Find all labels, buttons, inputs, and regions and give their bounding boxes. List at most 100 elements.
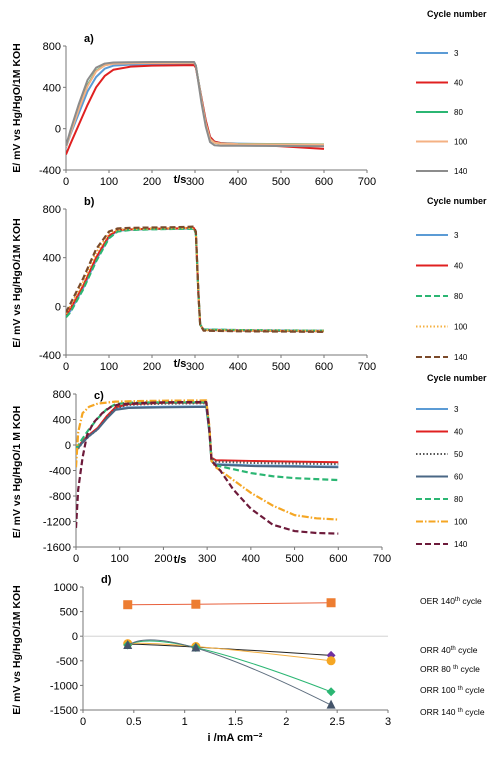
y-tick-label: 800 [53, 389, 71, 401]
legend-label: ORR 140 th cycle [420, 707, 485, 717]
x-tick-label: 300 [186, 176, 204, 188]
legend-title: Cycle number [427, 196, 487, 206]
series-140 [66, 61, 325, 148]
series-line [66, 227, 325, 332]
x-tick-label: 500 [272, 176, 290, 188]
legend-title: Cycle number [427, 9, 487, 19]
series-line [76, 400, 339, 535]
x-tick-label: 300 [198, 553, 216, 565]
y-tick-label: -800 [49, 491, 71, 503]
data-point [326, 699, 336, 709]
legend-label: 80 [454, 495, 463, 504]
y-tick-label: 500 [60, 607, 78, 619]
series-line [76, 405, 339, 469]
legend-label: 3 [454, 49, 459, 58]
x-axis-label: t/s [174, 554, 187, 566]
legend-label: 140 [454, 167, 468, 176]
legend-label: 40 [454, 428, 463, 437]
x-tick-label: 500 [272, 361, 290, 373]
y-tick-label: -1000 [50, 680, 78, 692]
y-axis-label: E/ mV vs Hg/HgO/1M KOH [11, 43, 23, 173]
series-40 [66, 226, 325, 333]
y-tick-label: -1600 [43, 542, 71, 554]
series-140 [66, 225, 325, 333]
data-point [326, 687, 336, 697]
y-tick-label: -1500 [50, 705, 78, 717]
legend-label: 40 [454, 79, 463, 88]
y-tick-label: -400 [39, 165, 61, 177]
x-tick-label: 200 [154, 553, 172, 565]
legend-label: 100 [454, 323, 468, 332]
y-tick-label: -400 [39, 350, 61, 362]
series-line [127, 602, 332, 606]
x-tick-label: 0 [73, 553, 79, 565]
legend-label: ORR 100 th cycle [420, 685, 485, 695]
x-tick-label: 600 [315, 361, 333, 373]
x-tick-label: 600 [329, 553, 347, 565]
x-axis-label: i /mA cm⁻² [208, 732, 263, 744]
y-tick-label: -500 [56, 656, 78, 668]
legend-label: 100 [454, 138, 468, 147]
legend-label: 3 [454, 231, 459, 240]
data-point [191, 599, 201, 609]
panel-label: d) [101, 574, 112, 586]
x-tick-label: 200 [143, 176, 161, 188]
legend-label: 140 [454, 540, 468, 549]
data-point [123, 640, 133, 650]
x-tick-label: 600 [315, 176, 333, 188]
panel-label: b) [84, 196, 95, 208]
x-tick-label: 700 [358, 176, 376, 188]
legend-label: ORR 40th cycle [420, 645, 478, 655]
series-40 [66, 64, 325, 155]
data-point [191, 642, 201, 652]
y-tick-label: 400 [53, 415, 71, 427]
data-point [123, 600, 133, 610]
x-tick-label: 2 [283, 716, 289, 728]
data-point [326, 598, 336, 608]
y-tick-label: 400 [43, 82, 61, 94]
x-tick-label: 2.5 [330, 716, 345, 728]
y-tick-label: 0 [55, 301, 61, 313]
series-80 [66, 227, 325, 332]
x-axis-label: t/s [174, 174, 187, 186]
x-tick-label: 100 [111, 553, 129, 565]
x-tick-label: 400 [229, 361, 247, 373]
x-tick-label: 0 [63, 361, 69, 373]
legend-label: 140 [454, 353, 468, 362]
y-tick-label: -400 [49, 466, 71, 478]
y-tick-label: 1000 [54, 582, 78, 594]
x-tick-label: 1 [182, 716, 188, 728]
legend-title: Cycle number [427, 373, 487, 383]
series-orr-80-th-cycle [127, 642, 332, 662]
x-tick-label: 700 [373, 553, 391, 565]
series-line [66, 64, 325, 155]
series-line [66, 226, 325, 333]
y-tick-label: 0 [55, 124, 61, 136]
legend-label: 40 [454, 262, 463, 271]
x-tick-label: 0.5 [126, 716, 141, 728]
x-tick-label: 3 [385, 716, 391, 728]
y-tick-label: 800 [43, 41, 61, 53]
series-100 [76, 399, 339, 521]
y-tick-label: 800 [43, 204, 61, 216]
legend-label: ORR 80 th cycle [420, 664, 480, 674]
x-tick-label: 100 [100, 361, 118, 373]
x-axis-label: t/s [174, 358, 187, 370]
x-tick-label: 300 [186, 361, 204, 373]
panel-4: -1500 -1000 -500 0 500 1000 0 0.5 1 1.5 2 2.5 3 d) E/ … [11, 574, 485, 744]
legend-label: 100 [454, 518, 468, 527]
legend-label: OER 140th cycle [420, 596, 482, 606]
x-tick-label: 100 [100, 176, 118, 188]
x-tick-label: 500 [285, 553, 303, 565]
x-tick-label: 0 [80, 716, 86, 728]
x-tick-label: 200 [143, 361, 161, 373]
series-100 [66, 226, 325, 333]
series-line [127, 642, 332, 662]
series-line [66, 225, 325, 333]
legend-label: 80 [454, 292, 463, 301]
legend-label: 3 [454, 405, 459, 414]
legend-label: 80 [454, 108, 463, 117]
